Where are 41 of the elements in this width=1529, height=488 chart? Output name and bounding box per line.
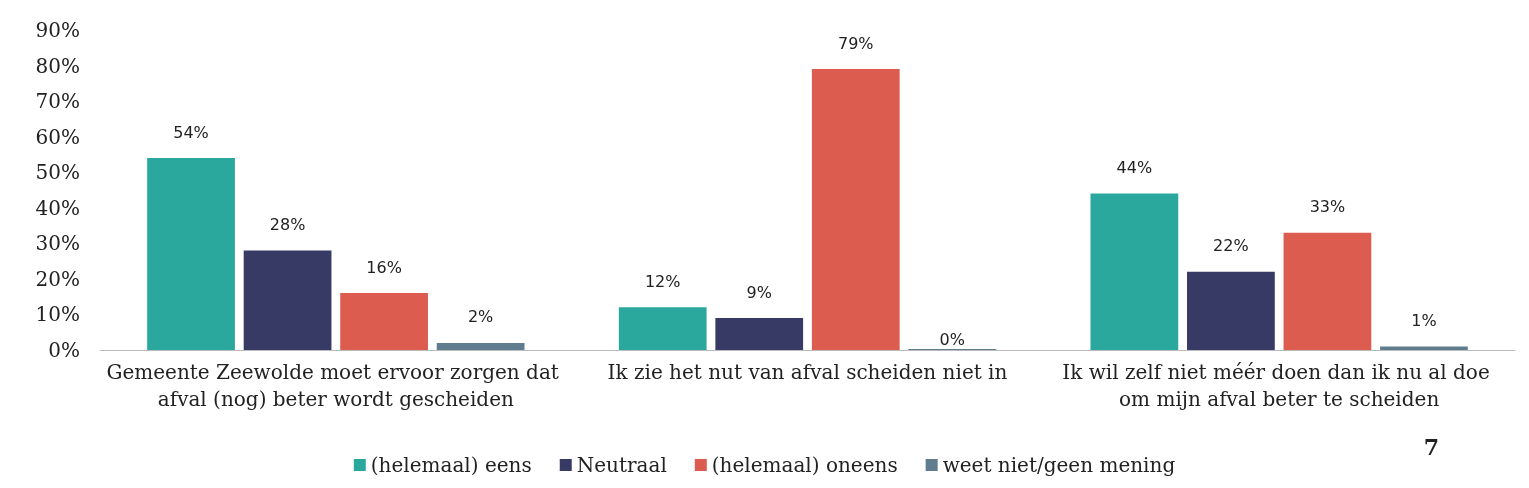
y-tick-label: 70%: [35, 89, 80, 114]
y-tick-label: 0%: [48, 338, 80, 362]
bar: [147, 158, 235, 350]
bar: [618, 307, 707, 350]
y-tick-label: 90%: [35, 18, 80, 42]
legend-label: weet niet/geen mening: [942, 453, 1176, 477]
bar: [340, 293, 428, 350]
bar: [1090, 193, 1179, 350]
data-label: 22%: [1213, 236, 1249, 256]
bar: [811, 69, 900, 350]
data-label: 16%: [366, 257, 402, 277]
x-tick-label: Ik zie het nut van afval scheiden niet in: [607, 359, 1008, 384]
y-tick-label: 80%: [35, 53, 80, 78]
bar: [436, 342, 525, 350]
data-label: 54%: [173, 122, 209, 142]
legend-label: (helemaal) oneens: [711, 453, 898, 477]
y-tick-label: 30%: [35, 231, 80, 256]
data-label: 2%: [467, 307, 494, 327]
data-label: 44%: [1116, 158, 1153, 178]
legend-label: (helemaal) eens: [370, 453, 532, 477]
bar: [715, 318, 804, 350]
data-label: 28%: [269, 214, 306, 234]
data-label: 1%: [1411, 310, 1437, 330]
y-tick-label: 60%: [35, 124, 80, 149]
y-tick-label: 10%: [35, 302, 80, 327]
legend-label: Neutraal: [576, 453, 667, 477]
bar: [1187, 271, 1275, 350]
bar: [1283, 232, 1372, 350]
bar: [1380, 346, 1468, 350]
data-label: 79%: [837, 33, 874, 53]
data-label: 33%: [1309, 197, 1346, 217]
x-tick-label: Gemeente Zeewolde moet ervoor zorgen dat afval (nog) beter wordt gescheiden: [106, 359, 566, 411]
data-label: 9%: [746, 282, 772, 302]
bar: [243, 250, 332, 350]
text: 7: [1423, 434, 1439, 460]
data-label: 12%: [644, 271, 681, 291]
data-label: 0%: [939, 329, 965, 349]
x-tick-label: Ik wil zelf niet méér doen dan ik nu al doe om mijn afval beter te scheiden: [1062, 359, 1497, 411]
y-tick-label: 40%: [35, 195, 80, 220]
y-tick-label: 20%: [35, 266, 80, 291]
y-tick-label: 50%: [35, 160, 80, 185]
